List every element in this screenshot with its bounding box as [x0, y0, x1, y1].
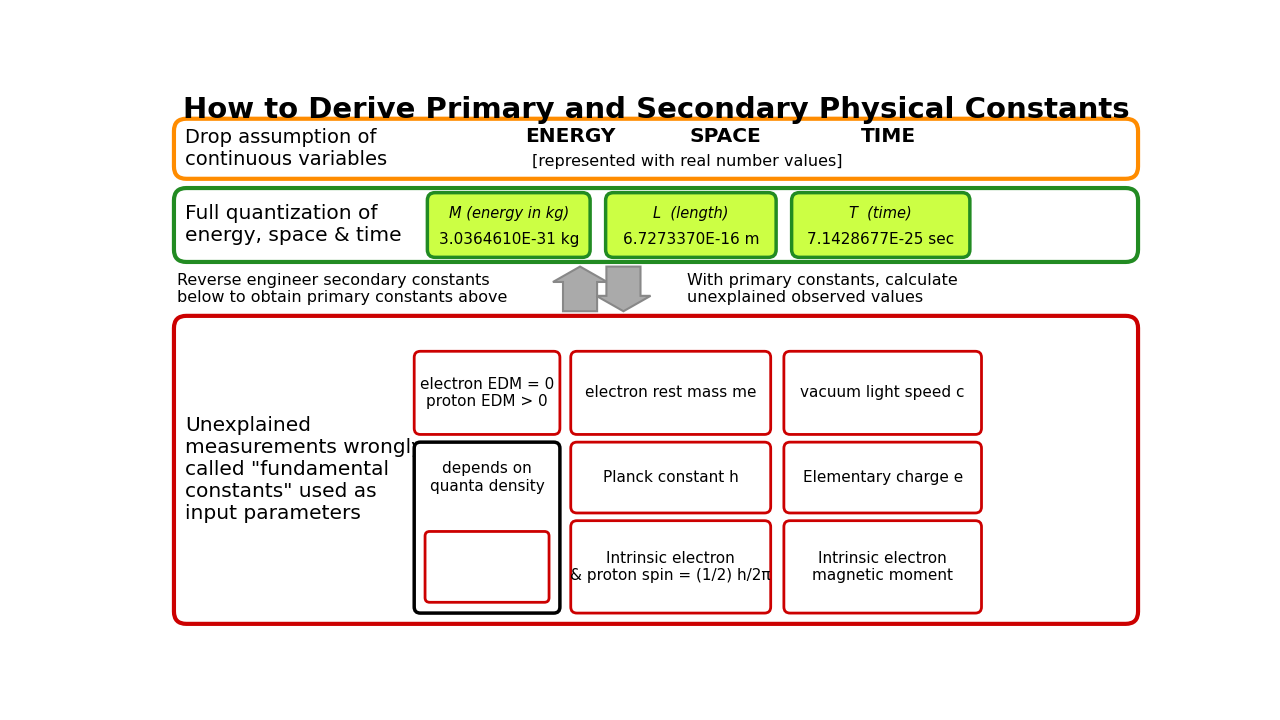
Text: Elementary charge e: Elementary charge e [803, 470, 963, 485]
Text: L  (length): L (length) [653, 206, 728, 221]
Text: T  (time): T (time) [850, 206, 913, 221]
FancyBboxPatch shape [783, 351, 982, 434]
Text: How to Derive Primary and Secondary Physical Constants: How to Derive Primary and Secondary Phys… [183, 96, 1129, 124]
FancyBboxPatch shape [571, 351, 771, 434]
Text: Unexplained
measurements wrongly
called "fundamental
constants" used as
input pa: Unexplained measurements wrongly called … [184, 416, 422, 523]
Text: 7.1428677E-25 sec: 7.1428677E-25 sec [808, 232, 955, 247]
FancyBboxPatch shape [415, 351, 559, 434]
FancyBboxPatch shape [174, 316, 1138, 624]
FancyBboxPatch shape [425, 531, 549, 603]
Text: Planck constant h: Planck constant h [603, 470, 739, 485]
Text: M (energy in kg): M (energy in kg) [448, 206, 568, 221]
Text: electron EDM = 0
proton EDM > 0: electron EDM = 0 proton EDM > 0 [420, 377, 554, 409]
Text: [represented with real number values]: [represented with real number values] [531, 155, 842, 169]
FancyBboxPatch shape [415, 442, 559, 613]
Text: electron rest mass me: electron rest mass me [585, 385, 756, 400]
FancyBboxPatch shape [783, 521, 982, 613]
Text: With primary constants, calculate
unexplained observed values: With primary constants, calculate unexpl… [687, 273, 957, 305]
Text: Alpha α: Alpha α [456, 558, 518, 576]
Text: depends on
quanta density: depends on quanta density [430, 462, 544, 494]
Text: SPACE: SPACE [690, 127, 762, 146]
Text: Reverse engineer secondary constants
below to obtain primary constants above: Reverse engineer secondary constants bel… [177, 273, 507, 305]
FancyBboxPatch shape [571, 521, 771, 613]
FancyBboxPatch shape [605, 193, 776, 257]
Text: Intrinsic electron
& proton spin = (1/2) h/2π: Intrinsic electron & proton spin = (1/2)… [571, 551, 771, 583]
Text: 6.7273370E-16 m: 6.7273370E-16 m [622, 232, 759, 247]
Text: Drop assumption of
continuous variables: Drop assumption of continuous variables [184, 128, 387, 169]
FancyBboxPatch shape [791, 193, 970, 257]
Text: ENERGY: ENERGY [526, 127, 616, 146]
FancyBboxPatch shape [783, 442, 982, 513]
Text: vacuum light speed c: vacuum light speed c [800, 385, 965, 400]
Text: Full quantization of
energy, space & time: Full quantization of energy, space & tim… [184, 204, 402, 246]
FancyBboxPatch shape [428, 193, 590, 257]
Text: 3.0364610E-31 kg: 3.0364610E-31 kg [439, 232, 579, 247]
FancyBboxPatch shape [571, 442, 771, 513]
Text: TIME: TIME [861, 127, 916, 146]
FancyArrow shape [553, 266, 607, 311]
FancyArrow shape [596, 266, 650, 311]
FancyBboxPatch shape [174, 119, 1138, 179]
FancyBboxPatch shape [174, 188, 1138, 262]
Text: Intrinsic electron
magnetic moment: Intrinsic electron magnetic moment [813, 551, 954, 583]
